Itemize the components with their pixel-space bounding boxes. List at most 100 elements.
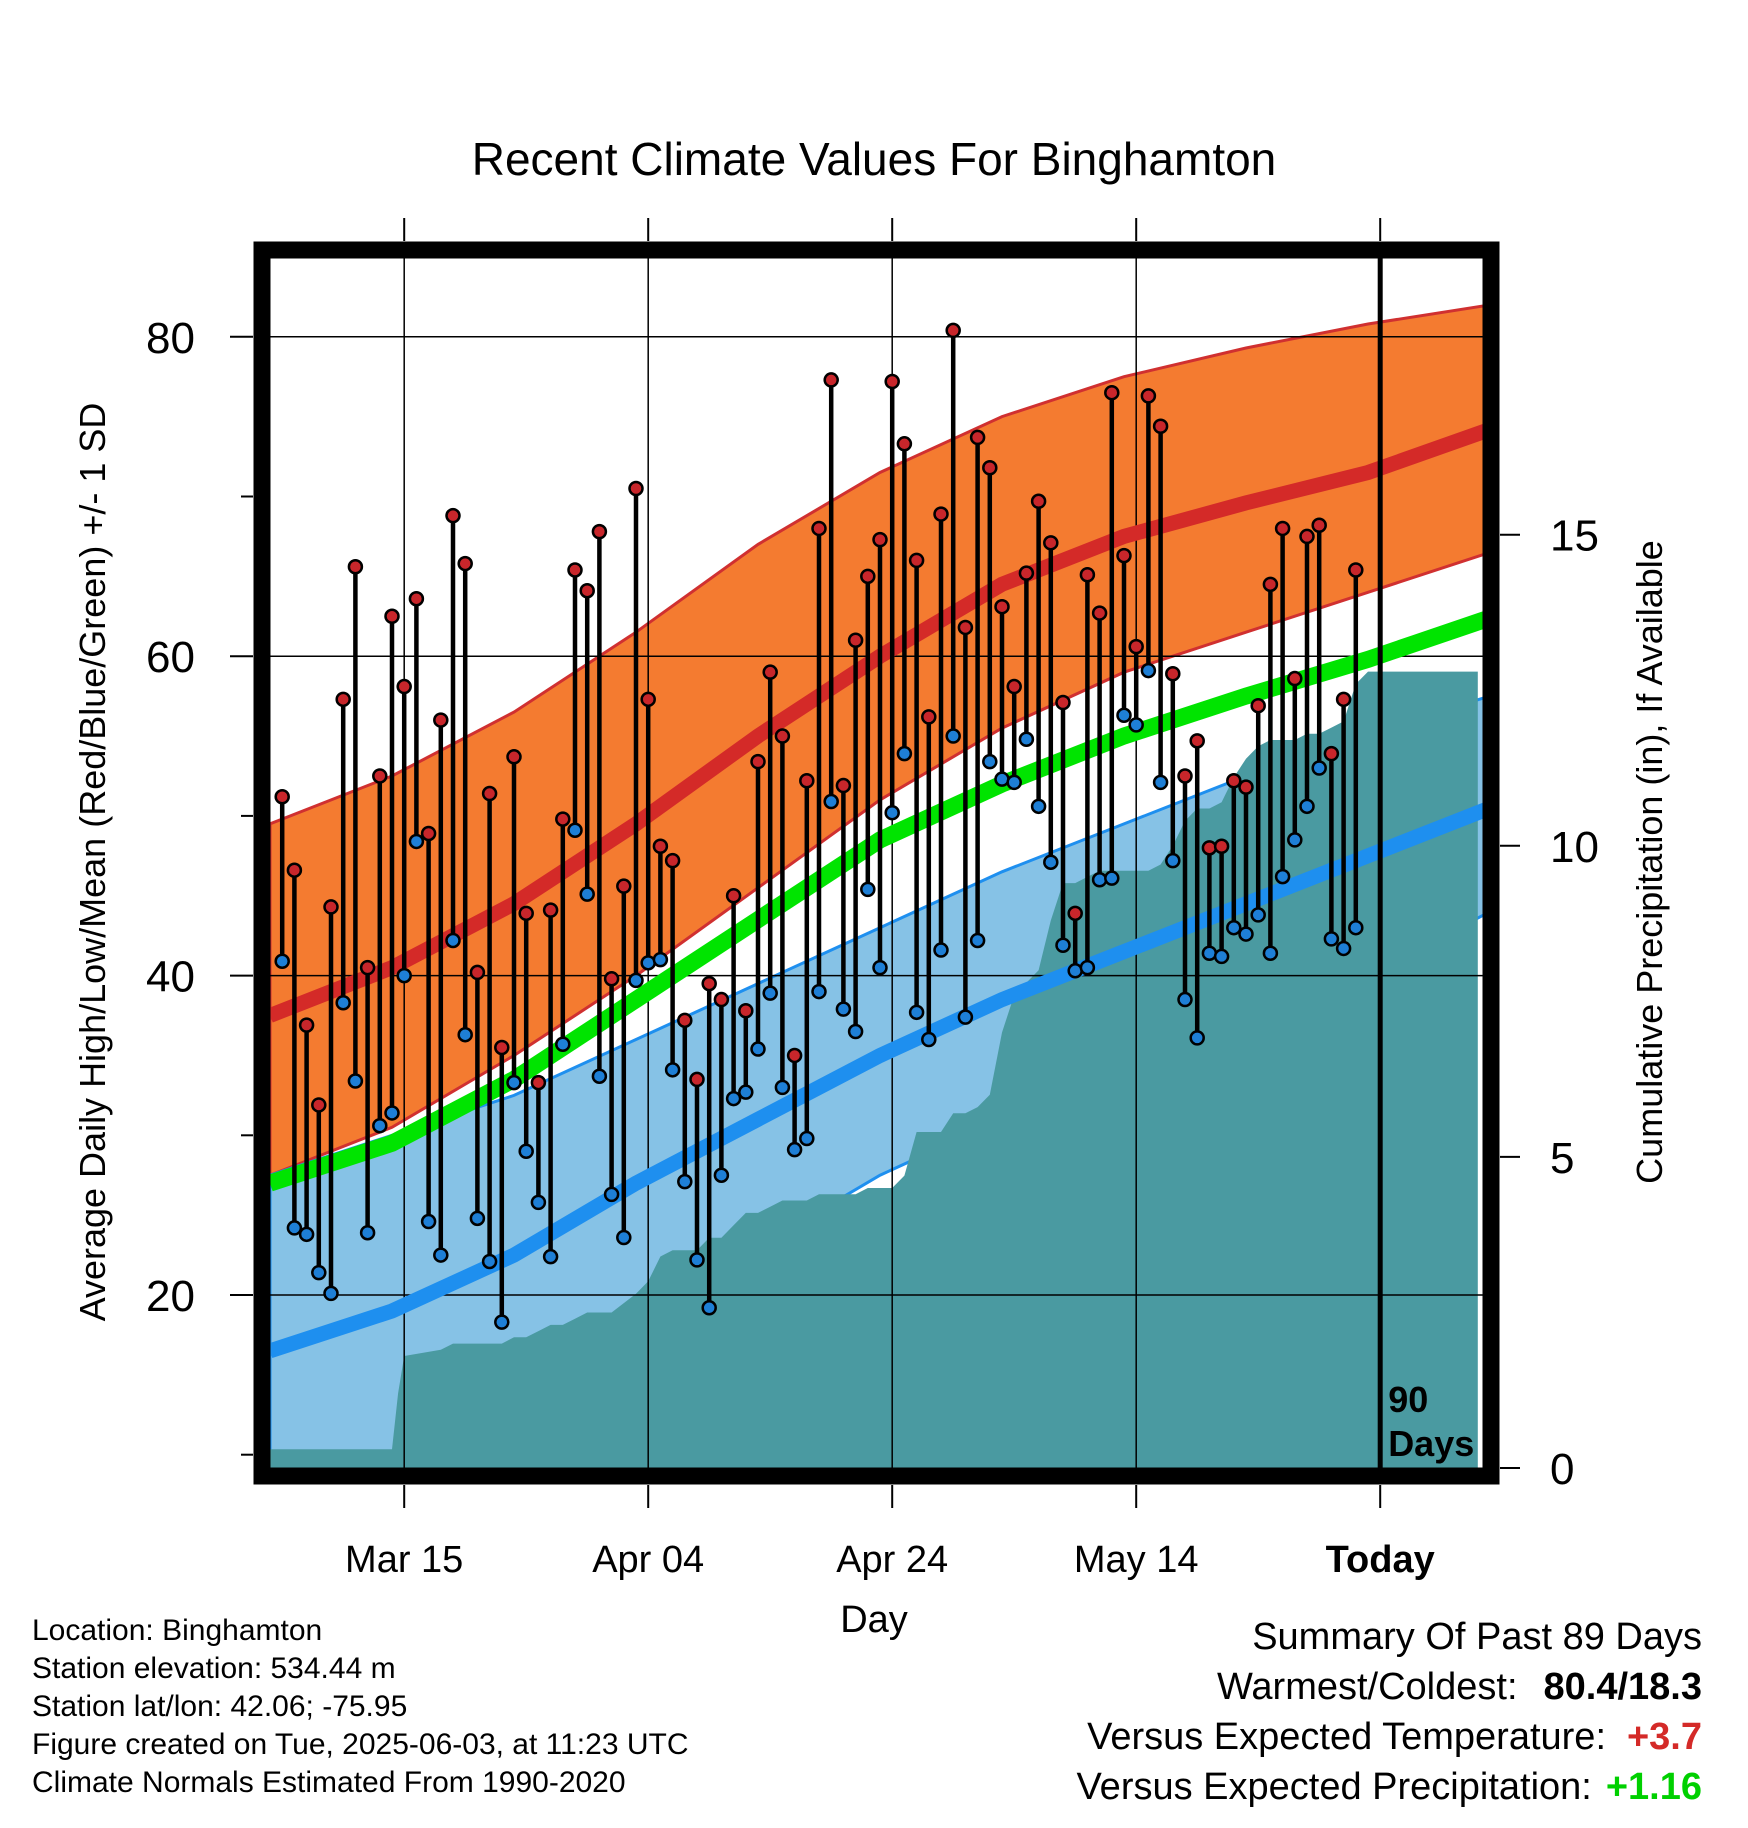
today-marker-label: 90 Days [1388,1379,1474,1464]
low-temp-point [908,1004,925,1021]
low-temp-point [298,1226,315,1243]
low-temp-point [555,1036,571,1053]
high-temp-point [689,1071,705,1088]
high-temp-point [1287,670,1303,687]
summary-panel: Summary Of Past 89 Days Warmest/Coldest:… [1076,1612,1702,1812]
high-temp-point [530,1074,547,1091]
low-temp-point [713,1167,730,1183]
high-temp-point [1226,773,1242,789]
low-temp-point [1177,991,1193,1008]
low-temp-point [1213,948,1230,965]
low-temp-point [433,1247,449,1263]
latlon-text: Station lat/lon: 42.06; -75.95 [32,1690,408,1723]
low-temp-point [384,1105,400,1121]
high-temp-point [408,590,425,607]
high-temp-point [1348,562,1364,578]
low-temp-point [774,1079,791,1096]
high-temp-point [396,678,412,695]
low-temp-point [603,1186,620,1203]
low-temp-point [1311,760,1327,776]
low-temp-point [579,886,595,902]
low-temp-point [762,985,778,1001]
low-temp-point [994,771,1010,787]
high-temp-point [494,1039,510,1056]
high-temp-point [982,460,998,476]
high-temp-point [762,664,778,680]
precip-area [270,671,1478,1468]
low-temp-point [738,1084,754,1100]
high-temp-point [335,691,351,708]
low-temp-point [945,728,961,744]
low-temp-point [896,745,913,762]
low-temp-point [847,1023,864,1040]
high-temp-point [420,825,437,842]
low-temp-point [518,1143,534,1160]
high-temp-point [567,562,583,578]
high-temp-point [1323,745,1340,762]
high-temp-point [1018,565,1035,581]
high-temp-point [384,608,400,625]
high-temp-point [774,728,791,744]
high-temp-point [1055,694,1071,711]
created-text: Figure created on Tue, 2025-06-03, at 11… [32,1728,689,1761]
low-temp-point [921,1031,937,1048]
x-tick-label: May 14 [1074,1539,1199,1581]
low-temp-point [652,951,669,968]
high-temp-point [1116,547,1132,564]
low-temp-point [542,1248,559,1265]
low-temp-point [616,1229,632,1246]
low-temp-point [982,753,998,770]
low-temp-point [628,972,644,989]
low-temp-point [835,1001,852,1017]
low-temp-point [1067,963,1083,979]
high-temp-point [579,582,595,599]
low-temp-point [957,1009,974,1025]
normal-low-line [270,802,1483,1359]
low-temp-point [1055,937,1071,954]
high-temp-point [1189,733,1205,749]
low-temp-point [530,1194,547,1211]
y2-axis-label: Cumulative Precipitation (in), If Availa… [1629,540,1670,1184]
low-temp-point [481,1253,498,1270]
high-temp-point [811,520,827,537]
low-temp-point [323,1285,339,1302]
y-tick-label: 80 [146,314,195,363]
normals-period-text: Climate Normals Estimated From 1990-2020 [32,1766,626,1799]
y-axis-label: Average Daily High/Low/Mean (Red/Blue/Gr… [72,403,113,1322]
summary-heading: Summary Of Past 89 Days [1252,1616,1702,1658]
low-temp-point [1238,926,1254,942]
high-temp-point [1299,528,1315,545]
high-temp-point [542,902,559,918]
x-axis-label: Day [840,1599,908,1641]
high-temp-point [1140,388,1157,404]
high-temp-point [469,964,486,981]
high-temp-point [506,749,522,765]
low-temp-point [1287,832,1303,848]
low-temp-point [1152,774,1169,791]
high-temp-point [908,552,925,569]
high-temp-point [750,753,766,770]
high-temp-point [1274,520,1291,537]
low-temp-point [359,1224,376,1241]
y2-tick-label: 0 [1550,1445,1574,1494]
high-temp-point [725,888,742,904]
high-temp-point [1006,678,1022,695]
summary-temp-row: Versus Expected Temperature: +3.7 [1076,1712,1702,1762]
high-temp-point [1335,691,1352,708]
chart-title: Recent Climate Values For Binghamton [472,133,1277,185]
low-temp-point [1116,707,1132,724]
high-temp-point [1262,576,1279,593]
y2-tick-label: 5 [1550,1134,1574,1183]
elevation-text: Station elevation: 534.44 m [32,1652,396,1685]
precip-label: Versus Expected Precipitation: [1076,1766,1592,1808]
high-temp-point [872,531,888,548]
low-temp-point [347,1073,364,1089]
station-info: Location: Binghamton Station elevation: … [32,1612,689,1802]
low-temp-point [725,1090,742,1107]
warmest-label: Warmest/Coldest: [1216,1666,1518,1708]
low-temp-point [1226,919,1242,936]
low-temp-point [689,1252,705,1268]
high-temp-point [1177,768,1193,784]
high-temp-point [652,838,669,854]
